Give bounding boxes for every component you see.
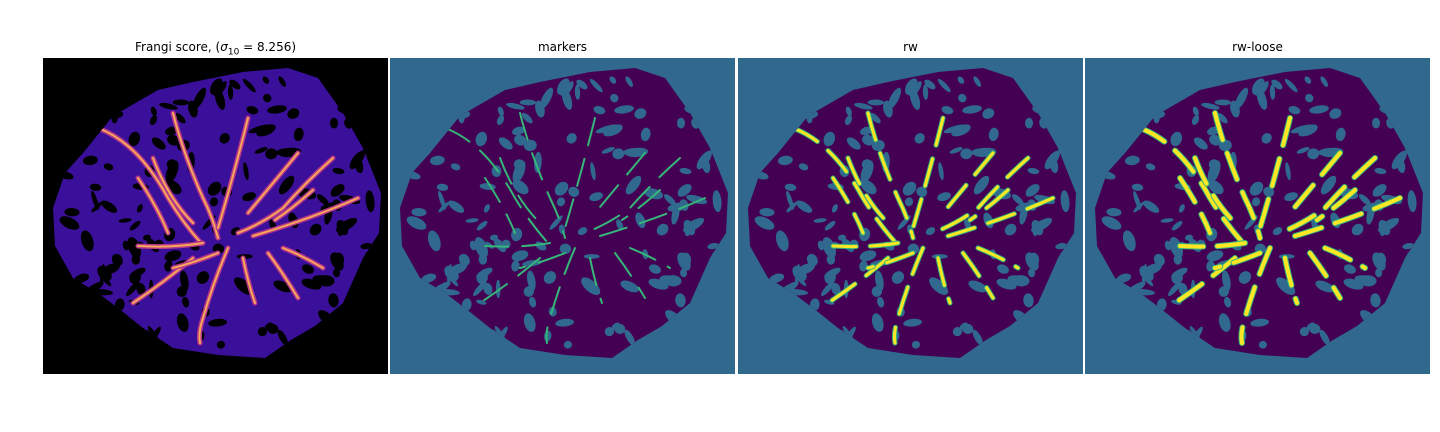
frangi-score-image [43, 58, 388, 374]
rw-loose-image [1085, 58, 1430, 374]
background-blob [584, 254, 600, 259]
markers-image [390, 58, 735, 374]
frangi-score-canvas [43, 58, 388, 374]
panel-title-markers: markers [390, 40, 735, 54]
panel-title-rw-loose: rw-loose [1085, 40, 1430, 54]
panel-title-rw: rw [738, 40, 1083, 54]
rw-image [738, 58, 1083, 374]
panel-title-frangi: Frangi score, (σ10 = 8.256) [43, 40, 388, 54]
rw-canvas [738, 58, 1083, 374]
rw-loose-canvas [1085, 58, 1430, 374]
markers-canvas [390, 58, 735, 374]
